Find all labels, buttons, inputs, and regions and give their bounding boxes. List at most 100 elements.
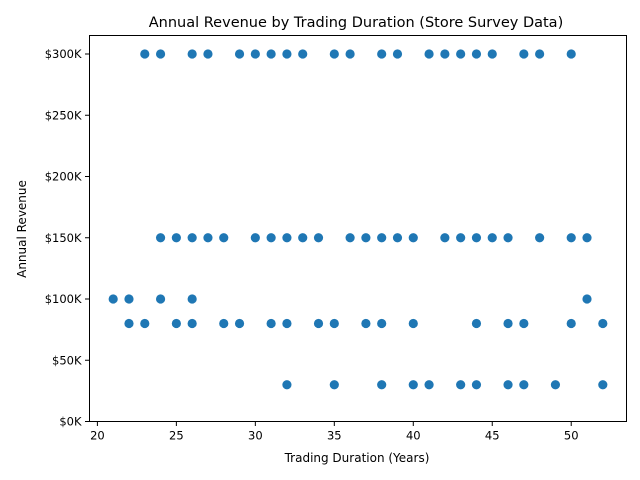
data-point [456, 233, 466, 243]
data-point [408, 380, 418, 390]
data-point [313, 233, 324, 243]
data-point [535, 49, 545, 59]
x-tick-label: 25 [169, 429, 184, 443]
x-tick-label: 40 [406, 429, 421, 443]
data-point [582, 294, 592, 304]
data-point [171, 318, 181, 329]
data-point [471, 318, 482, 329]
data-point [503, 233, 513, 243]
data-point [456, 49, 466, 59]
data-point [345, 233, 355, 243]
data-point [155, 233, 166, 243]
data-point [519, 318, 529, 329]
y-axis-ticks: $0K $50K $100K $150K $200K $250K $300K [45, 47, 90, 429]
y-tick-label: $250K [45, 108, 82, 122]
data-point [550, 380, 561, 390]
data-point [187, 49, 197, 59]
y-axis-label: Annual Revenue [15, 180, 29, 278]
data-point [298, 233, 308, 243]
data-point [487, 233, 497, 243]
data-point [234, 318, 245, 329]
data-point [471, 380, 482, 390]
data-point [566, 318, 576, 329]
data-point [408, 318, 418, 329]
chart-title: Annual Revenue by Trading Duration (Stor… [149, 15, 563, 31]
data-point [440, 49, 450, 59]
data-point [155, 49, 166, 59]
y-tick-label: $0K [59, 415, 82, 429]
data-point [440, 233, 450, 243]
data-point [171, 233, 181, 243]
data-point [282, 380, 292, 390]
plot-frame [89, 35, 627, 422]
data-point [566, 233, 576, 243]
y-tick-label: $300K [45, 47, 82, 61]
data-point [266, 233, 276, 243]
data-point [203, 49, 213, 59]
data-point [187, 318, 197, 329]
data-point [566, 49, 576, 59]
data-point [519, 380, 529, 390]
data-point [219, 318, 229, 329]
data-point [361, 233, 371, 243]
data-point [219, 233, 229, 243]
data-point [124, 294, 134, 304]
data-point [392, 233, 403, 243]
data-point [519, 49, 529, 59]
data-point [282, 233, 292, 243]
data-point [377, 380, 387, 390]
x-tick-label: 45 [485, 429, 500, 443]
data-point [598, 318, 608, 329]
data-point [124, 318, 134, 329]
data-point [140, 49, 150, 59]
data-point [471, 233, 482, 243]
data-point [392, 49, 403, 59]
y-tick-label: $100K [45, 292, 82, 306]
data-point [329, 49, 339, 59]
data-point [266, 49, 276, 59]
data-point [250, 49, 260, 59]
data-point [313, 318, 324, 329]
data-point [487, 49, 497, 59]
data-point [155, 294, 166, 304]
x-axis-label: Trading Duration (Years) [284, 451, 430, 465]
data-point [282, 318, 292, 329]
data-point [234, 49, 245, 59]
data-points [108, 49, 608, 390]
data-point [329, 318, 339, 329]
data-point [203, 233, 213, 243]
y-tick-label: $50K [52, 353, 82, 367]
data-point [408, 233, 418, 243]
data-point [471, 49, 482, 59]
data-point [503, 318, 513, 329]
x-tick-label: 30 [248, 429, 263, 443]
data-point [250, 233, 260, 243]
data-point [282, 49, 292, 59]
data-point [582, 233, 592, 243]
data-point [377, 49, 387, 59]
x-tick-label: 35 [327, 429, 342, 443]
data-point [187, 233, 197, 243]
data-point [535, 233, 545, 243]
data-point [345, 49, 355, 59]
data-point [140, 318, 150, 329]
data-point [377, 233, 387, 243]
y-tick-label: $200K [45, 170, 82, 184]
data-point [266, 318, 276, 329]
data-point [424, 49, 434, 59]
data-point [503, 380, 513, 390]
data-point [298, 49, 308, 59]
data-point [377, 318, 387, 329]
x-axis-ticks: 20 25 30 35 40 45 50 [90, 421, 579, 443]
data-point [456, 380, 466, 390]
y-tick-label: $150K [45, 231, 82, 245]
x-tick-label: 50 [564, 429, 579, 443]
data-point [424, 380, 434, 390]
data-point [329, 380, 339, 390]
data-point [108, 294, 118, 304]
data-point [361, 318, 371, 329]
data-point [187, 294, 197, 304]
data-point [598, 380, 608, 390]
x-tick-label: 20 [90, 429, 105, 443]
